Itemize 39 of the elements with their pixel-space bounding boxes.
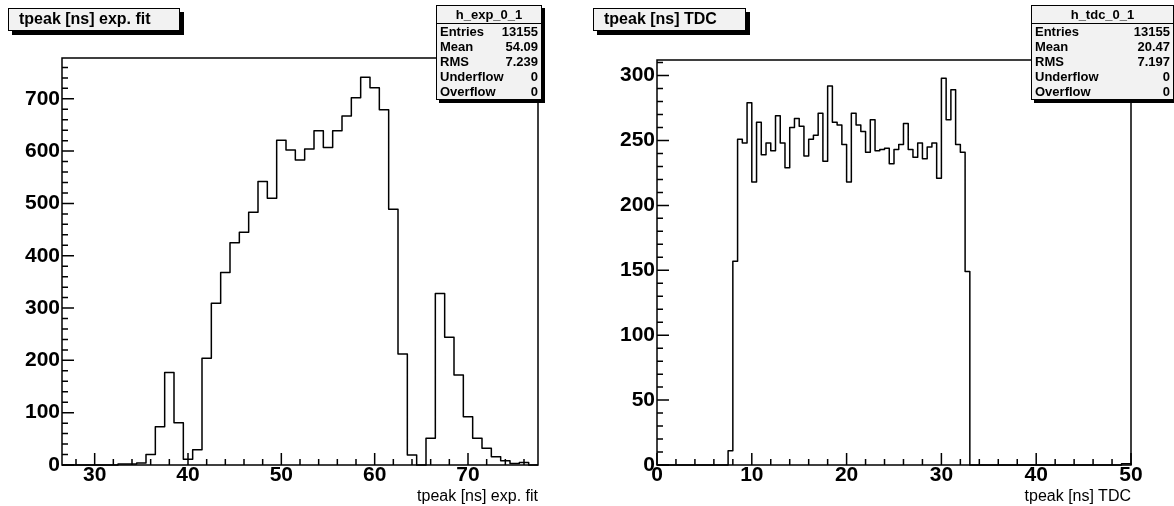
x-axis-title: tpeak [ns] exp. fit — [417, 486, 539, 504]
y-tick-label: 100 — [24, 399, 60, 423]
text: Underflow 0 — [1035, 69, 1170, 84]
y-tick-label: 300 — [24, 294, 60, 318]
text: RMS 7.239 — [440, 54, 538, 69]
x-tick-label: 50 — [1119, 462, 1143, 486]
text: Entries 13155 — [440, 24, 538, 39]
y-tick-label: 250 — [619, 127, 655, 151]
text: Entries 13155 — [1035, 24, 1170, 39]
x-tick-label: 10 — [740, 462, 764, 486]
x-tick-label: 50 — [269, 462, 294, 486]
y-tick-label: 50 — [631, 386, 655, 410]
x-tick-label: 30 — [929, 462, 954, 486]
x-axis-title: tpeak [ns] TDC — [1024, 486, 1131, 504]
y-tick-label: 200 — [24, 347, 60, 371]
y-tick-label: 100 — [619, 321, 655, 345]
text: Mean 54.09 — [440, 39, 538, 54]
y-tick-label: 700 — [24, 85, 60, 109]
text: h_tdc_0_1 — [1032, 6, 1173, 24]
text: Mean 20.47 — [1035, 39, 1170, 54]
y-tick-label: 300 — [619, 62, 655, 86]
y-tick-label: 500 — [24, 190, 60, 214]
x-tick-label: 70 — [456, 462, 480, 486]
y-tick-label: 400 — [24, 242, 60, 266]
y-tick-label: 600 — [24, 137, 60, 161]
text: h_exp_0_1 — [437, 6, 541, 24]
x-tick-label: 30 — [82, 462, 107, 486]
x-tick-label: 20 — [834, 462, 859, 486]
x-tick-label: 40 — [176, 462, 200, 486]
x-tick-label: 60 — [362, 462, 387, 486]
y-tick-label: 150 — [619, 257, 655, 281]
text: Overflow 0 — [440, 84, 538, 99]
chart-title: tpeak [ns] TDC — [593, 8, 746, 31]
text: Overflow 0 — [1035, 84, 1170, 99]
text: Underflow 0 — [440, 69, 538, 84]
y-tick-label: 200 — [619, 192, 655, 216]
chart-title: tpeak [ns] exp. fit — [8, 8, 180, 31]
text: RMS 7.197 — [1035, 54, 1170, 69]
x-tick-label: 40 — [1024, 462, 1048, 486]
